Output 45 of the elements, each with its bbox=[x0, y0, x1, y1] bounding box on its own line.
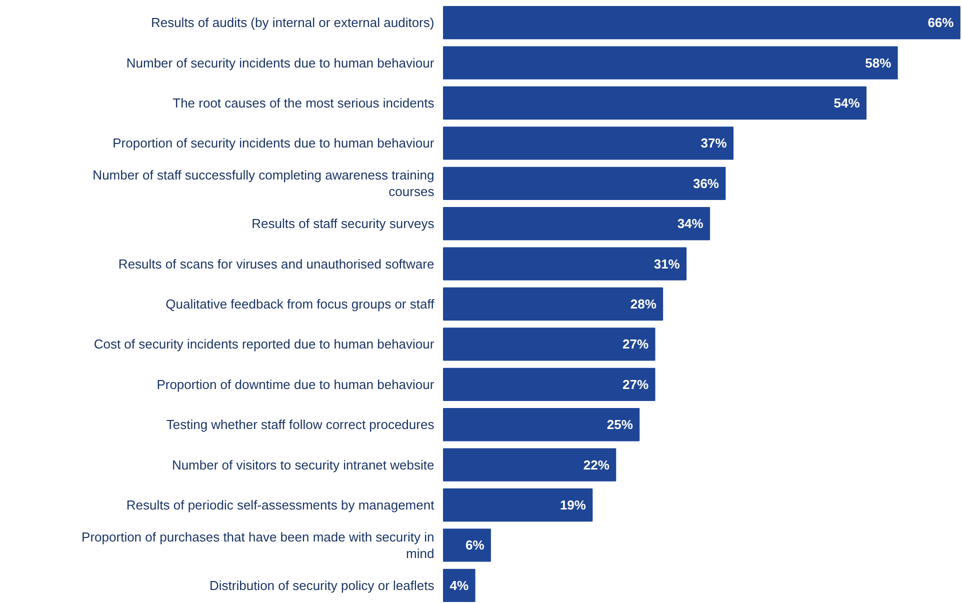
data-label: 58% bbox=[865, 55, 892, 70]
y-tick-label: Qualitative feedback from focus groups or staff bbox=[166, 296, 435, 312]
y-tick-label: Proportion of security incidents due to human behaviour bbox=[112, 136, 435, 151]
data-label: 66% bbox=[928, 15, 954, 30]
data-label: 54% bbox=[834, 96, 860, 111]
bar bbox=[443, 368, 656, 401]
bar bbox=[443, 126, 734, 160]
y-tick-label: The root causes of the most serious incidents bbox=[172, 96, 435, 111]
y-tick-label: Number of security incidents due to human behaviour bbox=[126, 55, 435, 70]
data-label: 31% bbox=[654, 256, 680, 272]
data-label: 25% bbox=[606, 417, 634, 432]
bar bbox=[443, 247, 687, 280]
data-label: 4% bbox=[450, 578, 470, 593]
bar bbox=[443, 408, 640, 442]
data-label: 37% bbox=[700, 136, 728, 151]
data-label: 28% bbox=[630, 296, 657, 312]
data-label: 36% bbox=[692, 176, 720, 191]
bar bbox=[443, 287, 664, 321]
y-tick-label: Number of staff successfully completing awareness training courses bbox=[92, 168, 435, 200]
y-tick-label: Proportion of downtime due to human behaviour bbox=[156, 376, 435, 392]
data-label: 27% bbox=[622, 376, 650, 392]
bar bbox=[443, 488, 593, 522]
data-label: 19% bbox=[560, 498, 586, 513]
data-label: 27% bbox=[622, 336, 650, 352]
bar bbox=[443, 448, 616, 482]
y-tick-label: Number of visitors to security intranet website bbox=[172, 457, 434, 472]
y-tick-label: Proportion of purchases that have been made with security in mind bbox=[82, 529, 434, 561]
y-tick-label: Cost of security incidents reported due to human behaviour bbox=[94, 336, 435, 352]
bar bbox=[443, 6, 960, 40]
bar bbox=[443, 207, 710, 240]
y-tick-label: Distribution of security policy or leaflets bbox=[210, 578, 435, 593]
bar bbox=[443, 166, 726, 200]
data-label: 6% bbox=[465, 538, 485, 553]
y-tick-label: Results of audits (by internal or external auditors) bbox=[150, 15, 434, 30]
y-tick-label: Results of staff security surveys bbox=[252, 216, 435, 232]
data-label: 34% bbox=[677, 216, 704, 232]
bar bbox=[443, 328, 656, 361]
bar bbox=[443, 46, 898, 80]
y-tick-label: Testing whether staff follow correct procedures bbox=[166, 417, 435, 432]
y-tick-label: Results of scans for viruses and unauthorised software bbox=[118, 256, 434, 272]
bar bbox=[443, 528, 491, 562]
bar bbox=[443, 86, 867, 120]
data-label: 22% bbox=[583, 457, 610, 472]
y-tick-label: Results of periodic self-assessments by management bbox=[126, 498, 435, 513]
bar bbox=[443, 568, 476, 602]
